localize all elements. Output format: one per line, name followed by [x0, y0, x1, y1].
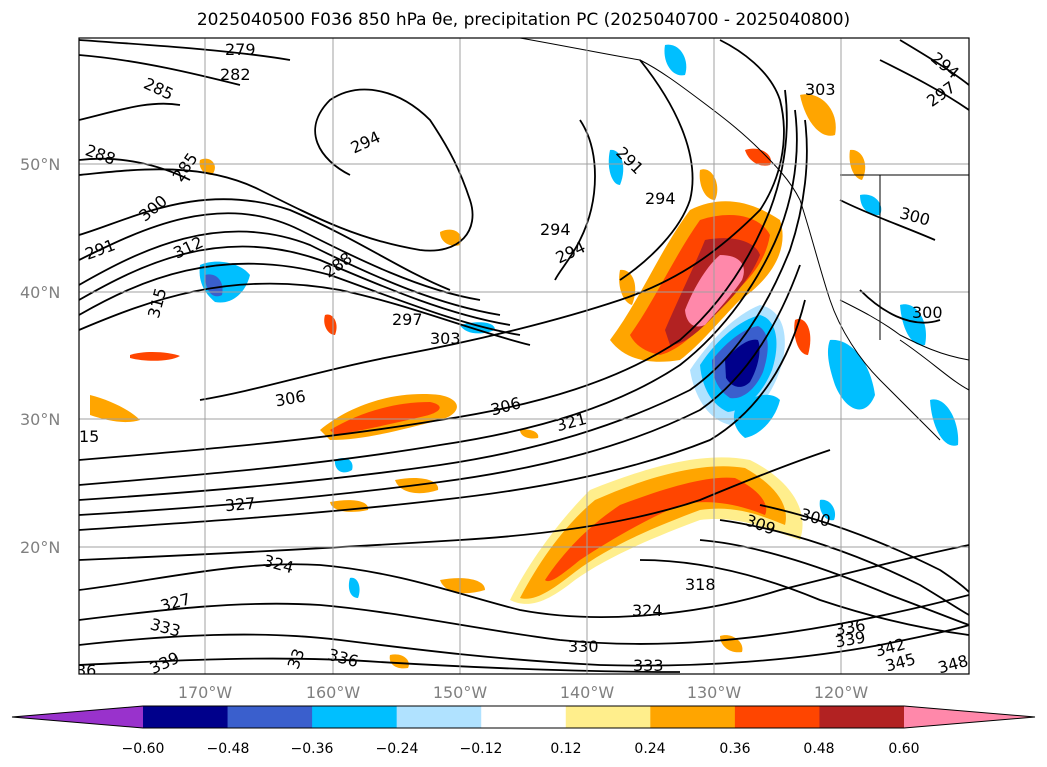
- colorbar-tick: 0.24: [634, 741, 665, 757]
- colorbar-ticks: −0.60 −0.48 −0.36 −0.24 −0.12 0.12 0.24 …: [122, 741, 920, 757]
- colorbar-tick: 0.12: [550, 741, 581, 757]
- contour-label: 348: [936, 651, 970, 677]
- contour-label: 330: [568, 637, 599, 656]
- colorbar-segment: [396, 706, 482, 728]
- lon-label: 170°W: [178, 683, 233, 702]
- graticule: [79, 38, 969, 674]
- colorbar-tick: −0.48: [207, 741, 250, 757]
- lon-label: 120°W: [814, 683, 869, 702]
- colorbar-tick: −0.24: [376, 741, 419, 757]
- colorbar-outline: [11, 705, 1036, 729]
- colorbar-extend-low: [12, 706, 143, 728]
- lat-labels: 50°N 40°N 30°N 20°N: [20, 155, 60, 557]
- contour-label: 303: [430, 329, 461, 348]
- lat-label: 20°N: [20, 538, 60, 557]
- colorbar-tick: 0.36: [719, 741, 750, 757]
- coastlines: [519, 38, 969, 441]
- lat-label: 40°N: [20, 283, 60, 302]
- lon-labels: 170°W 160°W 150°W 140°W 130°W 120°W: [178, 683, 869, 702]
- colorbar-tick: 0.48: [803, 741, 834, 757]
- contour-label: 327: [224, 494, 256, 516]
- colorbar: [11, 705, 1036, 729]
- contour-label: 279: [225, 40, 256, 59]
- colorbar-tick: 0.60: [888, 741, 919, 757]
- contour-label: 333: [633, 656, 664, 675]
- colorbar-segment: [227, 706, 313, 728]
- contour-label: 15: [79, 427, 99, 446]
- colorbar-extend-high: [904, 706, 1035, 728]
- contour-label: 282: [220, 65, 251, 84]
- colorbar-tick: −0.60: [122, 741, 165, 757]
- lon-label: 160°W: [306, 683, 361, 702]
- lon-label: 150°W: [433, 683, 488, 702]
- contour-label: 303: [805, 80, 836, 99]
- contour-label: 300: [912, 303, 943, 322]
- lat-label: 30°N: [20, 410, 60, 429]
- lat-label: 50°N: [20, 155, 60, 174]
- colorbar-segment: [312, 706, 398, 728]
- lon-label: 130°W: [687, 683, 742, 702]
- contour-label: 297: [392, 310, 423, 329]
- colorbar-segment: [481, 706, 567, 728]
- contour-label: 294: [540, 220, 571, 239]
- colorbar-segment: [565, 706, 651, 728]
- contour-label: 324: [632, 601, 663, 620]
- colorbar-tick: −0.36: [291, 741, 334, 757]
- colorbar-segment: [819, 706, 905, 728]
- map-frame: [78, 37, 970, 675]
- contour-label: 36: [76, 661, 96, 680]
- contour-label: 318: [685, 575, 716, 594]
- colorbar-segment: [650, 706, 736, 728]
- colorbar-segment: [143, 706, 229, 728]
- map-title: 2025040500 F036 850 hPa θe, precipitatio…: [196, 10, 851, 30]
- lon-label: 140°W: [560, 683, 615, 702]
- theta-e-contours: [79, 39, 969, 673]
- colorbar-tick: −0.12: [460, 741, 503, 757]
- colorbar-segment: [734, 706, 820, 728]
- contour-label: 294: [645, 189, 676, 208]
